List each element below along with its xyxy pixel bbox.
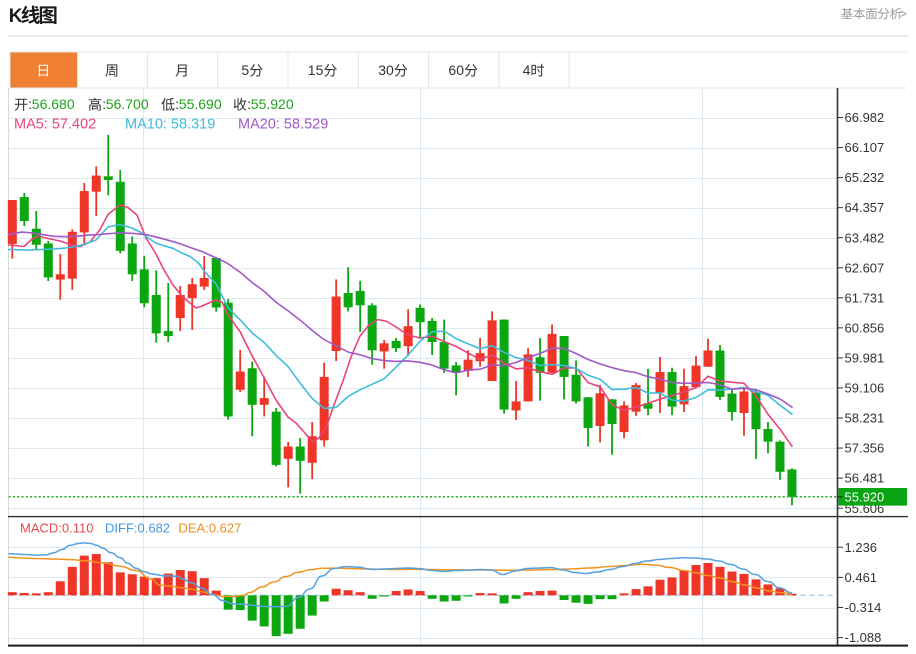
svg-text:K: K (9, 6, 23, 27)
svg-text::: : (247, 96, 251, 112)
svg-text:65.232: 65.232 (845, 170, 885, 185)
svg-text::: : (28, 96, 32, 112)
svg-text:-0.314: -0.314 (845, 600, 882, 615)
svg-text:DEA:0.627: DEA:0.627 (179, 521, 242, 536)
svg-text:55.920: 55.920 (845, 490, 885, 505)
svg-text:60.856: 60.856 (845, 321, 885, 336)
svg-text:56.700: 56.700 (106, 96, 149, 112)
svg-text:1.236: 1.236 (845, 540, 878, 555)
svg-text::: : (175, 96, 179, 112)
svg-text:0.461: 0.461 (845, 570, 878, 585)
svg-text:55.920: 55.920 (251, 96, 294, 112)
svg-text:4: 4 (523, 62, 531, 78)
svg-text:6: 6 (448, 62, 456, 78)
svg-text:57.356: 57.356 (845, 441, 885, 456)
svg-text:56.481: 56.481 (845, 471, 885, 486)
svg-text:1: 1 (308, 62, 316, 78)
svg-text:3: 3 (378, 62, 386, 78)
svg-text:-1.088: -1.088 (845, 630, 882, 645)
svg-text::: : (102, 96, 106, 112)
svg-text:MA5: 57.402: MA5: 57.402 (14, 116, 96, 132)
svg-text:DIFF:0.682: DIFF:0.682 (105, 521, 170, 536)
svg-text:59.106: 59.106 (845, 381, 885, 396)
svg-text:0: 0 (456, 62, 464, 78)
svg-text:55.690: 55.690 (179, 96, 222, 112)
svg-text:MA10: 58.319: MA10: 58.319 (125, 116, 215, 132)
svg-text:62.607: 62.607 (845, 260, 885, 275)
svg-text:5: 5 (241, 62, 249, 78)
svg-text:5: 5 (316, 62, 324, 78)
svg-text:59.981: 59.981 (845, 351, 885, 366)
svg-text:61.731: 61.731 (845, 290, 885, 305)
svg-text:63.482: 63.482 (845, 230, 885, 245)
svg-text:56.680: 56.680 (32, 96, 75, 112)
svg-text:0: 0 (386, 62, 394, 78)
svg-text:64.357: 64.357 (845, 200, 885, 215)
svg-text:MACD:0.110: MACD:0.110 (20, 521, 93, 536)
svg-text:66.982: 66.982 (845, 110, 885, 125)
svg-text:>: > (900, 7, 907, 21)
svg-text:MA20: 58.529: MA20: 58.529 (238, 116, 328, 132)
svg-text:66.107: 66.107 (845, 140, 885, 155)
svg-text:58.231: 58.231 (845, 411, 885, 426)
